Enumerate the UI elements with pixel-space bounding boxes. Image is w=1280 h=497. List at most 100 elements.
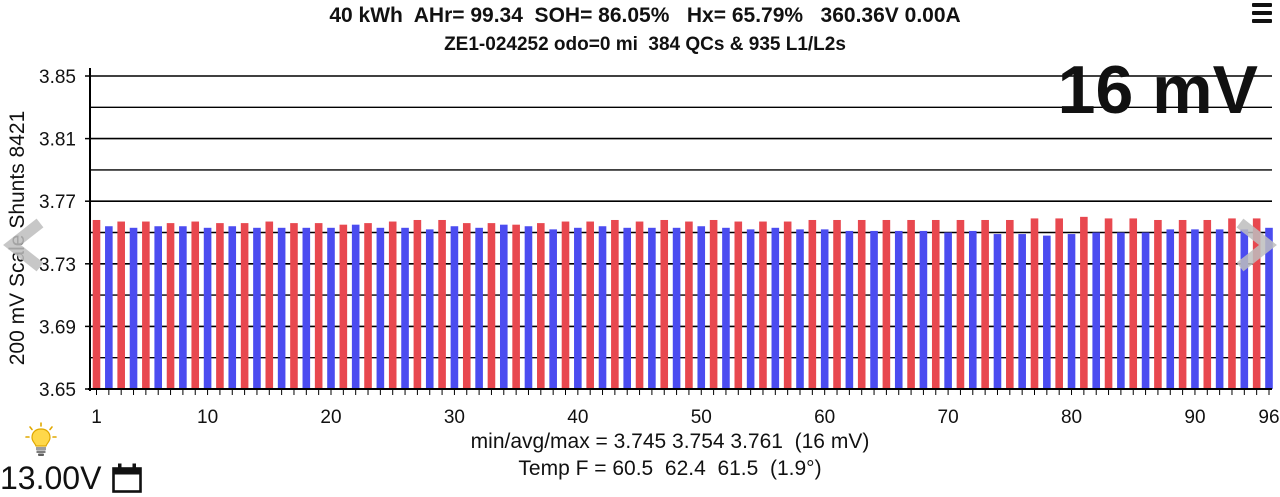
bar-cell-89 [1178, 219, 1187, 389]
bar-cell-31 [462, 223, 471, 389]
x-tick-label: 1 [91, 407, 102, 428]
bar-cell-17 [290, 223, 298, 389]
aux-battery-voltage: 13.00V [0, 460, 102, 496]
bar-cell-45 [635, 221, 644, 389]
bar-cell-16 [277, 227, 286, 389]
y-tick-label: 3.77 [39, 192, 76, 213]
bar-cell-71 [956, 219, 965, 389]
bar-cell-66 [894, 230, 903, 389]
bar-cell-1 [92, 219, 101, 389]
y-tick-label: 3.65 [39, 380, 76, 401]
bar-cell-50 [697, 226, 706, 389]
bar-cell-19 [314, 223, 323, 389]
bar-cell-48 [672, 227, 681, 389]
x-tick-label: 90 [1184, 407, 1205, 428]
x-tick-label: 50 [691, 407, 712, 428]
bar-cell-65 [882, 219, 891, 389]
bar-cell-12 [228, 226, 237, 389]
bar-cell-93 [1228, 218, 1236, 389]
bar-cell-7 [166, 223, 175, 389]
bar-cell-55 [759, 221, 767, 389]
bar-cell-27 [413, 219, 422, 389]
bar-cell-23 [364, 223, 372, 389]
bar-cell-4 [129, 227, 138, 389]
bar-cell-86 [1141, 232, 1150, 389]
bar-cell-46 [648, 227, 656, 389]
y-tick-label: 3.81 [39, 130, 76, 151]
bar-cell-41 [586, 221, 594, 389]
bar-cell-54 [746, 229, 755, 389]
bar-cell-30 [450, 226, 459, 389]
bar-cell-68 [919, 230, 928, 389]
temperature-stats: Temp F = 60.5 62.4 61.5 (1.9°) [518, 457, 822, 480]
bar-cell-44 [623, 227, 632, 389]
bar-cell-91 [1203, 219, 1212, 389]
hamburger-menu-icon[interactable] [1252, 3, 1272, 25]
bar-cell-81 [1080, 216, 1088, 389]
bar-cell-75 [1006, 219, 1014, 389]
bar-cell-24 [376, 227, 385, 389]
x-tick-label: 30 [444, 407, 465, 428]
bar-cell-35 [512, 224, 520, 389]
bar-cell-34 [499, 224, 508, 389]
bar-cell-83 [1104, 218, 1113, 389]
bar-cell-62 [845, 230, 854, 389]
bar-cell-11 [216, 223, 224, 389]
bar-cell-52 [722, 227, 730, 389]
bar-cell-8 [179, 226, 187, 389]
x-tick-label: 40 [567, 407, 588, 428]
bar-cell-40 [574, 227, 582, 389]
bar-cell-76 [1018, 234, 1026, 389]
bar-cell-14 [253, 227, 261, 389]
bar-cell-58 [796, 229, 804, 389]
bar-cell-63 [857, 219, 866, 389]
calendar-icon[interactable] [111, 462, 143, 494]
bar-cell-10 [203, 227, 212, 389]
bar-cell-79 [1055, 218, 1063, 389]
bar-cell-3 [117, 221, 125, 389]
bar-cell-74 [993, 234, 1002, 389]
voltage-stats: min/avg/max = 3.745 3.754 3.761 (16 mV) [470, 430, 870, 453]
bar-cell-70 [944, 232, 952, 389]
voltage-spread-label: 16 mV [1057, 52, 1258, 128]
y-tick-label: 3.69 [39, 317, 76, 338]
bar-cell-43 [611, 219, 619, 389]
bar-cell-53 [734, 221, 743, 389]
bar-cell-90 [1191, 229, 1199, 389]
bar-cell-15 [265, 221, 274, 389]
bar-cell-51 [709, 219, 718, 389]
bar-cell-60 [820, 229, 829, 389]
bar-cell-21 [339, 224, 348, 389]
chevron-left-icon[interactable] [0, 215, 50, 275]
bar-cell-39 [561, 221, 570, 389]
bar-cell-38 [549, 229, 557, 389]
bar-cell-85 [1129, 218, 1138, 389]
bar-cell-6 [154, 226, 163, 389]
bar-cell-28 [425, 229, 434, 389]
bar-cell-29 [438, 219, 446, 389]
bar-cell-47 [660, 219, 669, 389]
bar-cell-5 [142, 221, 150, 389]
bar-cell-94 [1240, 229, 1249, 389]
bar-cell-69 [931, 219, 940, 389]
bar-cell-22 [351, 224, 360, 389]
bar-cell-64 [870, 230, 878, 389]
bar-cell-77 [1030, 218, 1039, 389]
y-tick-label: 3.85 [39, 67, 76, 88]
bar-cell-20 [327, 227, 335, 389]
chevron-right-icon[interactable] [1230, 215, 1280, 275]
bar-cell-67 [907, 219, 915, 389]
bar-cell-84 [1117, 232, 1125, 389]
x-tick-label: 10 [197, 407, 218, 428]
vehicle-info-line: ZE1-024252 odo=0 mi 384 QCs & 935 L1/L2s [444, 34, 846, 55]
bar-cell-72 [968, 230, 977, 389]
lightbulb-icon[interactable] [24, 422, 58, 458]
bar-cell-9 [191, 221, 200, 389]
bar-cell-2 [105, 226, 113, 389]
bar-cell-49 [685, 221, 693, 389]
bar-cell-82 [1092, 232, 1101, 389]
bar-cell-73 [981, 219, 989, 389]
x-tick-label: 60 [814, 407, 835, 428]
x-tick-label: 20 [320, 407, 341, 428]
